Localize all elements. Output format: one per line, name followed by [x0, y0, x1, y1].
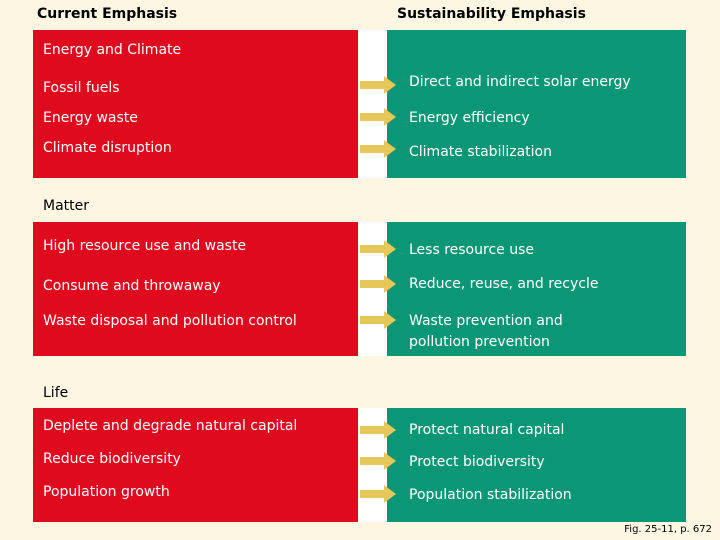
section-title: Matter: [43, 198, 90, 214]
current-item: Energy waste: [43, 110, 138, 126]
figure-reference: Fig. 25-11, p. 672: [624, 524, 712, 535]
current-emphasis-header: Current Emphasis: [37, 6, 178, 22]
sustainable-panel-energy: [387, 30, 686, 178]
sustainable-panel-life: [387, 408, 686, 522]
arrow-right-icon: [360, 485, 396, 503]
sustainable-item: Direct and indirect solar energy: [409, 74, 631, 90]
current-item: Climate disruption: [43, 140, 172, 156]
current-item: Consume and throwaway: [43, 278, 221, 294]
sustainable-item: Reduce, reuse, and recycle: [409, 276, 599, 292]
sustainability-emphasis-header: Sustainability Emphasis: [397, 6, 586, 22]
current-item: Deplete and degrade natural capital: [43, 418, 298, 434]
sustainable-item: Less resource use: [409, 242, 534, 258]
arrow-right-icon: [360, 421, 396, 439]
current-panel-matter: [33, 222, 358, 356]
arrow-right-icon: [360, 452, 396, 470]
current-item: Waste disposal and pollution control: [43, 313, 297, 329]
sustainable-panel-matter: [387, 222, 686, 356]
divider-strip: [358, 30, 387, 178]
arrow-right-icon: [360, 311, 396, 329]
arrow-right-icon: [360, 275, 396, 293]
current-panel-energy: [33, 30, 358, 178]
current-item: Fossil fuels: [43, 80, 120, 96]
current-item: Reduce biodiversity: [43, 451, 181, 467]
sustainable-item: Energy efficiency: [409, 110, 530, 126]
section-title: Energy and Climate: [43, 42, 182, 58]
sustainable-item: Protect biodiversity: [409, 454, 545, 470]
current-item: Population growth: [43, 484, 170, 500]
section-title: Life: [43, 385, 69, 401]
sustainable-item: Protect natural capital: [409, 422, 565, 438]
arrow-right-icon: [360, 140, 396, 158]
arrow-right-icon: [360, 108, 396, 126]
sustainable-item: Climate stabilization: [409, 144, 552, 160]
sustainable-item: Waste prevention and pollution preventio…: [409, 313, 563, 350]
current-panel-life: [33, 408, 358, 522]
current-item: High resource use and waste: [43, 238, 247, 254]
divider-strip: [358, 222, 387, 356]
sustainable-item: Population stabilization: [409, 487, 572, 503]
arrow-right-icon: [360, 240, 396, 258]
arrow-right-icon: [360, 76, 396, 94]
